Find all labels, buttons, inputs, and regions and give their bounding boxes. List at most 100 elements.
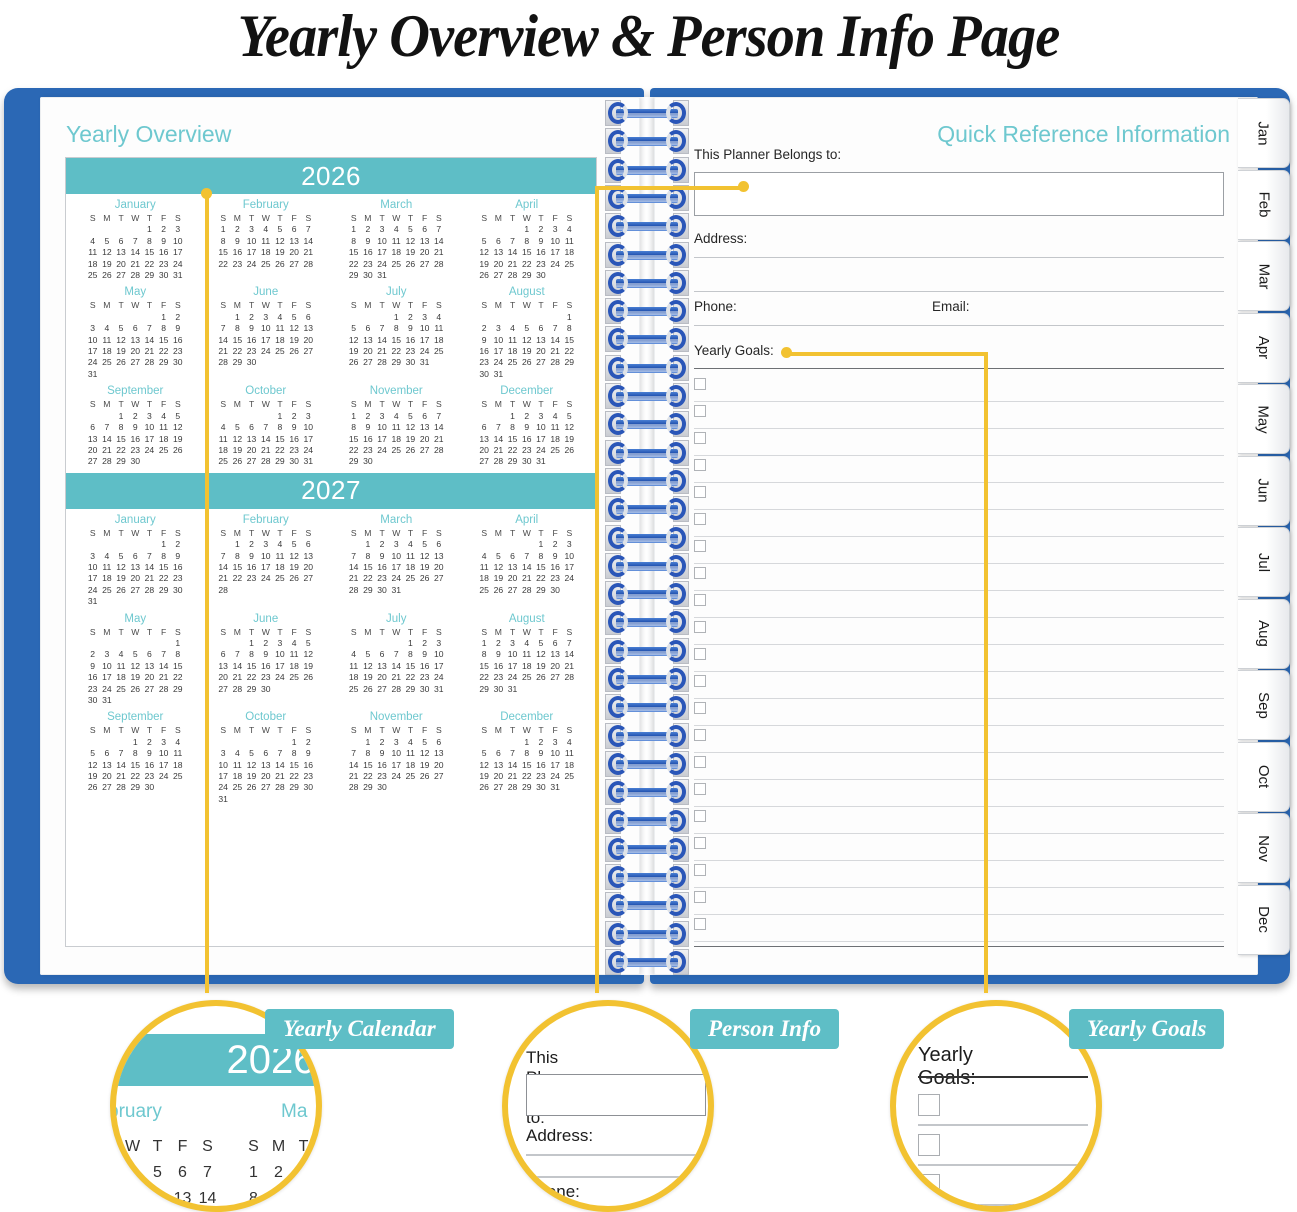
weekday-header: T	[118, 626, 124, 637]
goal-row[interactable]	[694, 780, 1224, 807]
magnified-goal-line	[918, 1164, 1088, 1166]
goal-checkbox[interactable]	[694, 702, 706, 714]
goal-checkbox[interactable]	[694, 378, 706, 390]
magnified-goal-checkbox[interactable]	[918, 1174, 940, 1196]
goal-checkbox[interactable]	[694, 621, 706, 633]
goal-row[interactable]	[694, 915, 1224, 942]
day-cell: 5	[422, 539, 428, 550]
goal-row[interactable]	[694, 807, 1224, 834]
day-cell: 24	[550, 771, 560, 782]
goal-row[interactable]	[694, 672, 1224, 699]
address-line-1[interactable]	[694, 257, 1224, 258]
goal-checkbox[interactable]	[694, 432, 706, 444]
month-tab-may[interactable]: May	[1238, 384, 1290, 454]
day-cell: 4	[524, 637, 530, 648]
goal-row[interactable]	[694, 645, 1224, 672]
goal-row[interactable]	[694, 483, 1224, 510]
day-cell: 25	[87, 270, 98, 281]
coil-bar-highlight	[616, 565, 678, 570]
month-october-2027: OctoberSMTWTFS.....123456789101112131415…	[201, 709, 332, 808]
goal-checkbox[interactable]	[694, 864, 706, 876]
coil-bar-highlight	[616, 141, 678, 146]
month-december-2027: DecemberSMTWTFS...1234567891011121314151…	[462, 709, 593, 808]
month-tab-jan[interactable]: Jan	[1238, 98, 1290, 168]
month-tab-jul[interactable]: Jul	[1238, 527, 1290, 597]
goal-row[interactable]	[694, 699, 1224, 726]
weekday-header: S	[350, 399, 357, 410]
magnified-goal-checkbox[interactable]	[918, 1134, 940, 1156]
day-cell: 26	[303, 672, 314, 683]
day-cell: 18	[564, 759, 575, 770]
goal-row[interactable]	[694, 753, 1224, 780]
month-tab-aug[interactable]: Aug	[1238, 598, 1290, 669]
day-cell: 6	[305, 311, 311, 322]
month-tab-oct[interactable]: Oct	[1238, 741, 1290, 812]
goal-checkbox[interactable]	[694, 837, 706, 849]
coil-hook-left	[608, 781, 628, 804]
magnified-goal-checkbox[interactable]	[918, 1094, 940, 1116]
goal-checkbox[interactable]	[694, 594, 706, 606]
goal-row[interactable]	[694, 375, 1224, 402]
month-tab-nov[interactable]: Nov	[1238, 813, 1290, 883]
goal-checkbox[interactable]	[694, 891, 706, 903]
month-tab-jun[interactable]: Jun	[1238, 455, 1290, 526]
month-tab-feb[interactable]: Feb	[1238, 169, 1290, 240]
goal-row[interactable]	[694, 591, 1224, 618]
day-cell: 13	[419, 422, 430, 433]
weekday-header: T	[118, 213, 124, 223]
day-cell: 22	[391, 346, 402, 357]
goal-checkbox[interactable]	[694, 405, 706, 417]
goal-row[interactable]	[694, 510, 1224, 537]
day-cell: 6	[249, 422, 254, 433]
goal-row[interactable]	[694, 834, 1224, 861]
goal-row[interactable]	[694, 537, 1224, 564]
address-line-2[interactable]	[694, 291, 1224, 292]
month-tab-dec[interactable]: Dec	[1238, 884, 1290, 955]
day-cell: 27	[419, 444, 430, 455]
weekday-header: F	[161, 213, 167, 223]
day-cell: 31	[550, 782, 560, 793]
magnified-address-rule-2	[526, 1176, 706, 1178]
weekday-header: T	[407, 626, 414, 637]
goal-checkbox[interactable]	[694, 918, 706, 930]
goal-checkbox[interactable]	[694, 513, 706, 525]
goal-row[interactable]	[694, 861, 1224, 888]
weekday-header: T	[538, 213, 544, 223]
goal-row[interactable]	[694, 456, 1224, 483]
weekday-header: W	[522, 626, 531, 637]
goal-row[interactable]	[694, 726, 1224, 753]
month-tab-apr[interactable]: Apr	[1238, 312, 1290, 383]
goal-checkbox[interactable]	[694, 783, 706, 795]
goal-checkbox[interactable]	[694, 729, 706, 741]
goal-row[interactable]	[694, 618, 1224, 645]
coil-hook-left	[608, 922, 628, 945]
phone-email-line[interactable]	[694, 325, 1224, 326]
goal-row[interactable]	[694, 429, 1224, 456]
goal-checkbox[interactable]	[694, 459, 706, 471]
goal-row[interactable]	[694, 888, 1224, 915]
goal-row[interactable]	[694, 564, 1224, 591]
owner-input[interactable]	[694, 172, 1224, 216]
month-tab-mar[interactable]: Mar	[1238, 241, 1290, 311]
goal-checkbox[interactable]	[694, 756, 706, 768]
goal-checkbox[interactable]	[694, 810, 706, 822]
day-cell: 31	[434, 683, 444, 694]
goal-row[interactable]	[694, 402, 1224, 429]
goal-checkbox[interactable]	[694, 648, 706, 660]
goal-checkbox[interactable]	[694, 540, 706, 552]
magnified-day-cell: 8	[249, 1190, 258, 1207]
goal-checkbox[interactable]	[694, 675, 706, 687]
day-cell: 29	[289, 782, 299, 793]
magnified-address-rule-1	[526, 1154, 706, 1156]
day-cell: 21	[507, 258, 518, 269]
magnified-goals-label: Yearly Goals:	[918, 1044, 976, 1089]
day-pad: .	[347, 737, 361, 748]
month-grid-2027: JanuarySMTWTFS.....123456789101112131415…	[66, 509, 596, 811]
day-cell: 13	[507, 561, 518, 572]
goal-checkbox[interactable]	[694, 486, 706, 498]
day-pad: .	[216, 638, 230, 649]
month-tab-sep[interactable]: Sep	[1238, 670, 1290, 740]
day-cell: 7	[118, 748, 124, 759]
goal-checkbox[interactable]	[694, 567, 706, 579]
day-pad: .	[477, 411, 491, 422]
